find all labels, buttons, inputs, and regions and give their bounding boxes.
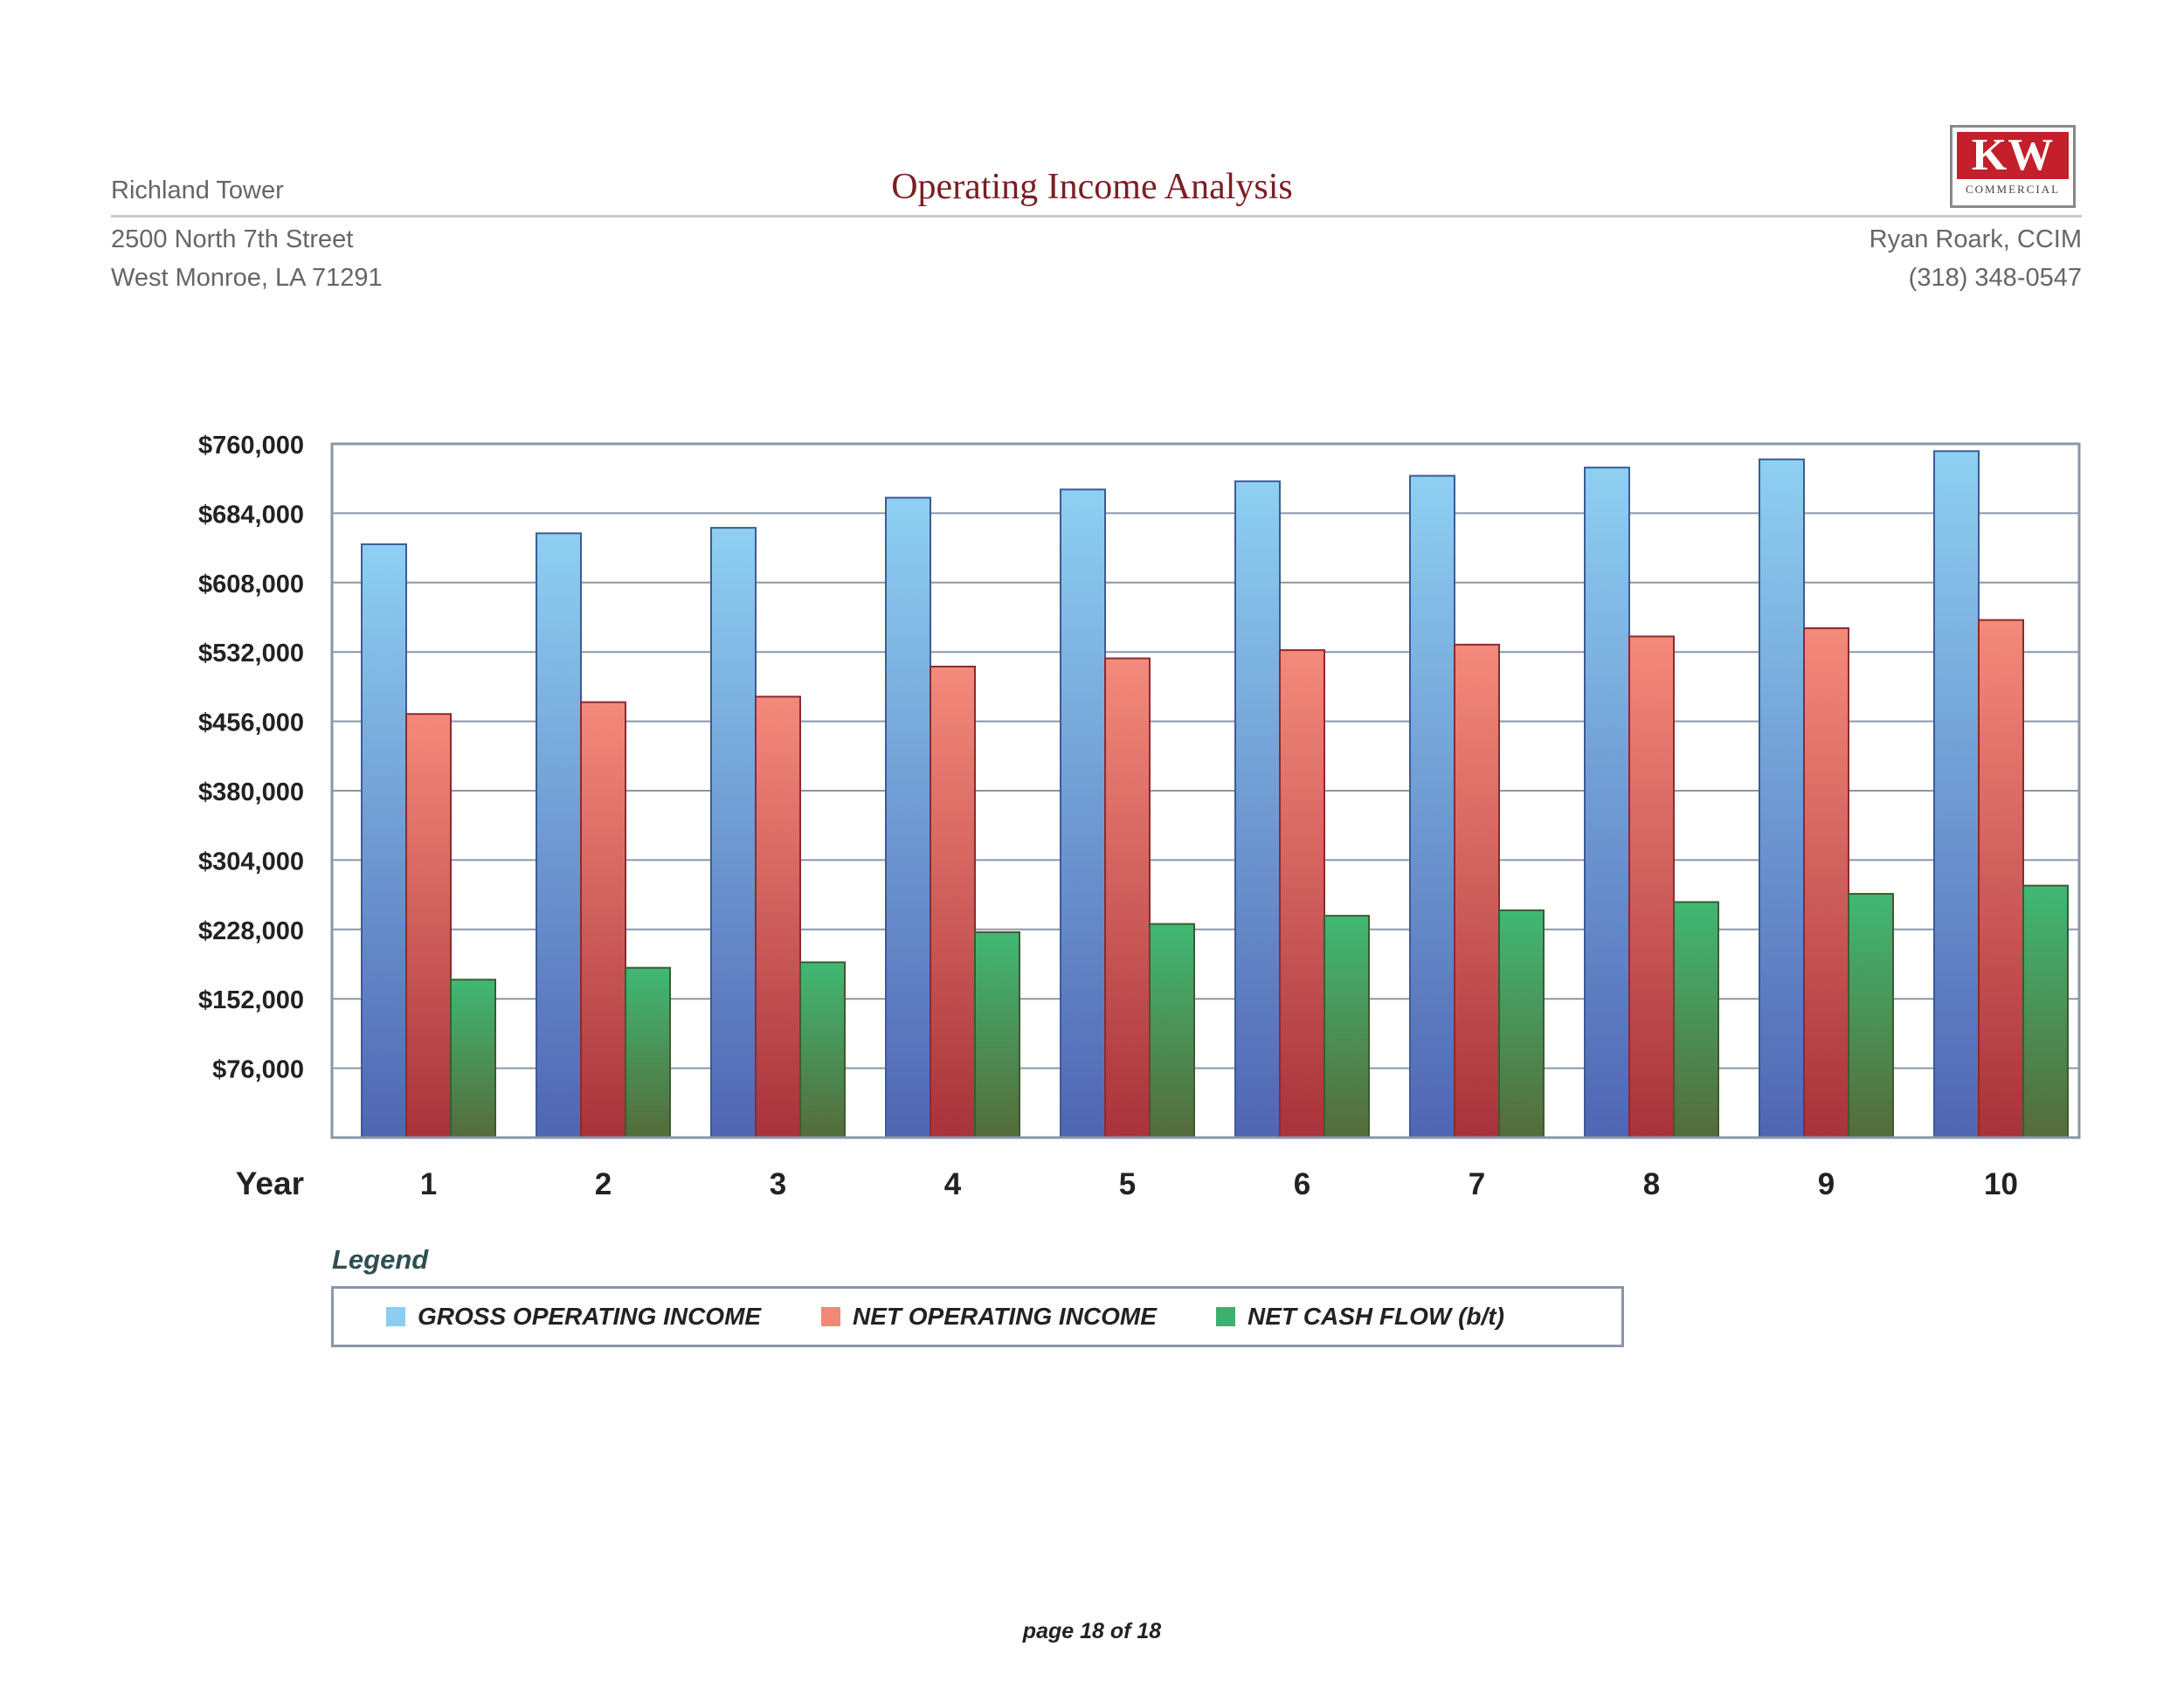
x-axis-title: Year <box>236 1166 304 1201</box>
x-tick-label: 1 <box>420 1167 437 1201</box>
bar-gross-operating-income <box>1409 474 1455 1138</box>
bar-gross-operating-income <box>885 496 931 1138</box>
x-tick-label: 3 <box>770 1167 786 1201</box>
bar-net-cash-flow <box>1673 901 1719 1138</box>
legend-item-net-cash-flow: NET CASH FLOW (b/t) <box>1216 1289 1504 1345</box>
legend-label-noi: NET OPERATING INCOME <box>853 1303 1157 1330</box>
plot-frame <box>330 442 2081 1139</box>
bar-net-operating-income <box>930 665 976 1138</box>
y-tick-label: $380,000 <box>198 778 304 806</box>
y-tick-label: $76,000 <box>212 1056 304 1084</box>
bar-net-operating-income <box>405 713 452 1139</box>
logo-mark: KW <box>1957 132 2069 179</box>
bar-net-cash-flow <box>1324 915 1370 1138</box>
legend-item-net-operating-income: NET OPERATING INCOME <box>821 1289 1157 1345</box>
bar-net-cash-flow <box>1848 893 1894 1138</box>
x-tick-label: 10 <box>1984 1167 2018 1201</box>
x-tick-label: 6 <box>1294 1167 1310 1201</box>
bar-net-cash-flow <box>1498 909 1545 1138</box>
y-tick-label: $532,000 <box>198 640 304 668</box>
x-tick-label: 4 <box>944 1167 962 1201</box>
bar-net-operating-income <box>1803 627 1849 1138</box>
y-tick-label: $456,000 <box>198 709 304 737</box>
page-title: Operating Income Analysis <box>891 167 1293 207</box>
legend-swatch-cash <box>1216 1307 1235 1326</box>
bar-gross-operating-income <box>1234 480 1281 1138</box>
legend-swatch-gross <box>386 1307 405 1326</box>
bar-net-operating-income <box>1978 619 2024 1138</box>
chart-legend: GROSS OPERATING INCOME NET OPERATING INC… <box>331 1286 1624 1347</box>
x-tick-label: 2 <box>595 1167 612 1201</box>
address-line-1: 2500 North 7th Street <box>111 225 354 253</box>
x-tick-label: 5 <box>1119 1167 1136 1201</box>
agent-name: Ryan Roark, CCIM <box>1869 225 2082 253</box>
bar-gross-operating-income <box>1759 458 1805 1138</box>
bar-net-cash-flow <box>2022 884 2069 1139</box>
bar-gross-operating-income <box>1584 467 1630 1138</box>
legend-label-cash: NET CASH FLOW (b/t) <box>1248 1303 1504 1330</box>
bar-net-cash-flow <box>450 979 496 1138</box>
agent-phone: (318) 348-0547 <box>1908 264 2082 292</box>
y-tick-label: $304,000 <box>198 847 304 875</box>
page-number: page 18 of 18 <box>1022 1619 1162 1643</box>
y-tick-label: $152,000 <box>198 986 304 1014</box>
bar-net-operating-income <box>755 695 801 1138</box>
x-tick-label: 7 <box>1469 1167 1485 1201</box>
property-name: Richland Tower <box>111 176 284 204</box>
bar-gross-operating-income <box>536 532 582 1138</box>
bar-net-operating-income <box>1454 643 1500 1138</box>
kw-commercial-logo: KW COMMERCIAL <box>1950 125 2076 208</box>
address-line-2: West Monroe, LA 71291 <box>111 264 383 292</box>
legend-title: Legend <box>332 1244 429 1275</box>
bar-gross-operating-income <box>361 543 407 1138</box>
legend-swatch-noi <box>821 1307 840 1326</box>
header-divider <box>111 215 2082 218</box>
bar-net-operating-income <box>1104 657 1151 1138</box>
bar-net-operating-income <box>1628 635 1675 1138</box>
y-tick-label: $228,000 <box>198 917 304 945</box>
bar-net-operating-income <box>1279 649 1325 1138</box>
y-tick-label: $684,000 <box>198 501 304 529</box>
x-tick-label: 8 <box>1643 1167 1660 1201</box>
y-tick-label: $760,000 <box>198 432 304 460</box>
bar-net-cash-flow <box>799 961 846 1138</box>
bar-net-operating-income <box>580 701 626 1138</box>
bar-gross-operating-income <box>1060 488 1106 1138</box>
operating-income-chart: $76,000 $152,000 $228,000 $304,000 $380,000 $… <box>198 432 2081 1201</box>
logo-subtext: COMMERCIAL <box>1965 183 2061 196</box>
legend-item-gross-operating-income: GROSS OPERATING INCOME <box>386 1289 761 1345</box>
x-tick-label: 9 <box>1818 1167 1835 1201</box>
y-tick-label: $608,000 <box>198 571 304 598</box>
bar-net-cash-flow <box>974 930 1020 1138</box>
bar-gross-operating-income <box>1933 450 1980 1138</box>
bar-net-cash-flow <box>1149 923 1195 1139</box>
bar-net-cash-flow <box>625 966 671 1139</box>
legend-label-gross: GROSS OPERATING INCOME <box>418 1303 762 1330</box>
bar-gross-operating-income <box>710 527 757 1138</box>
